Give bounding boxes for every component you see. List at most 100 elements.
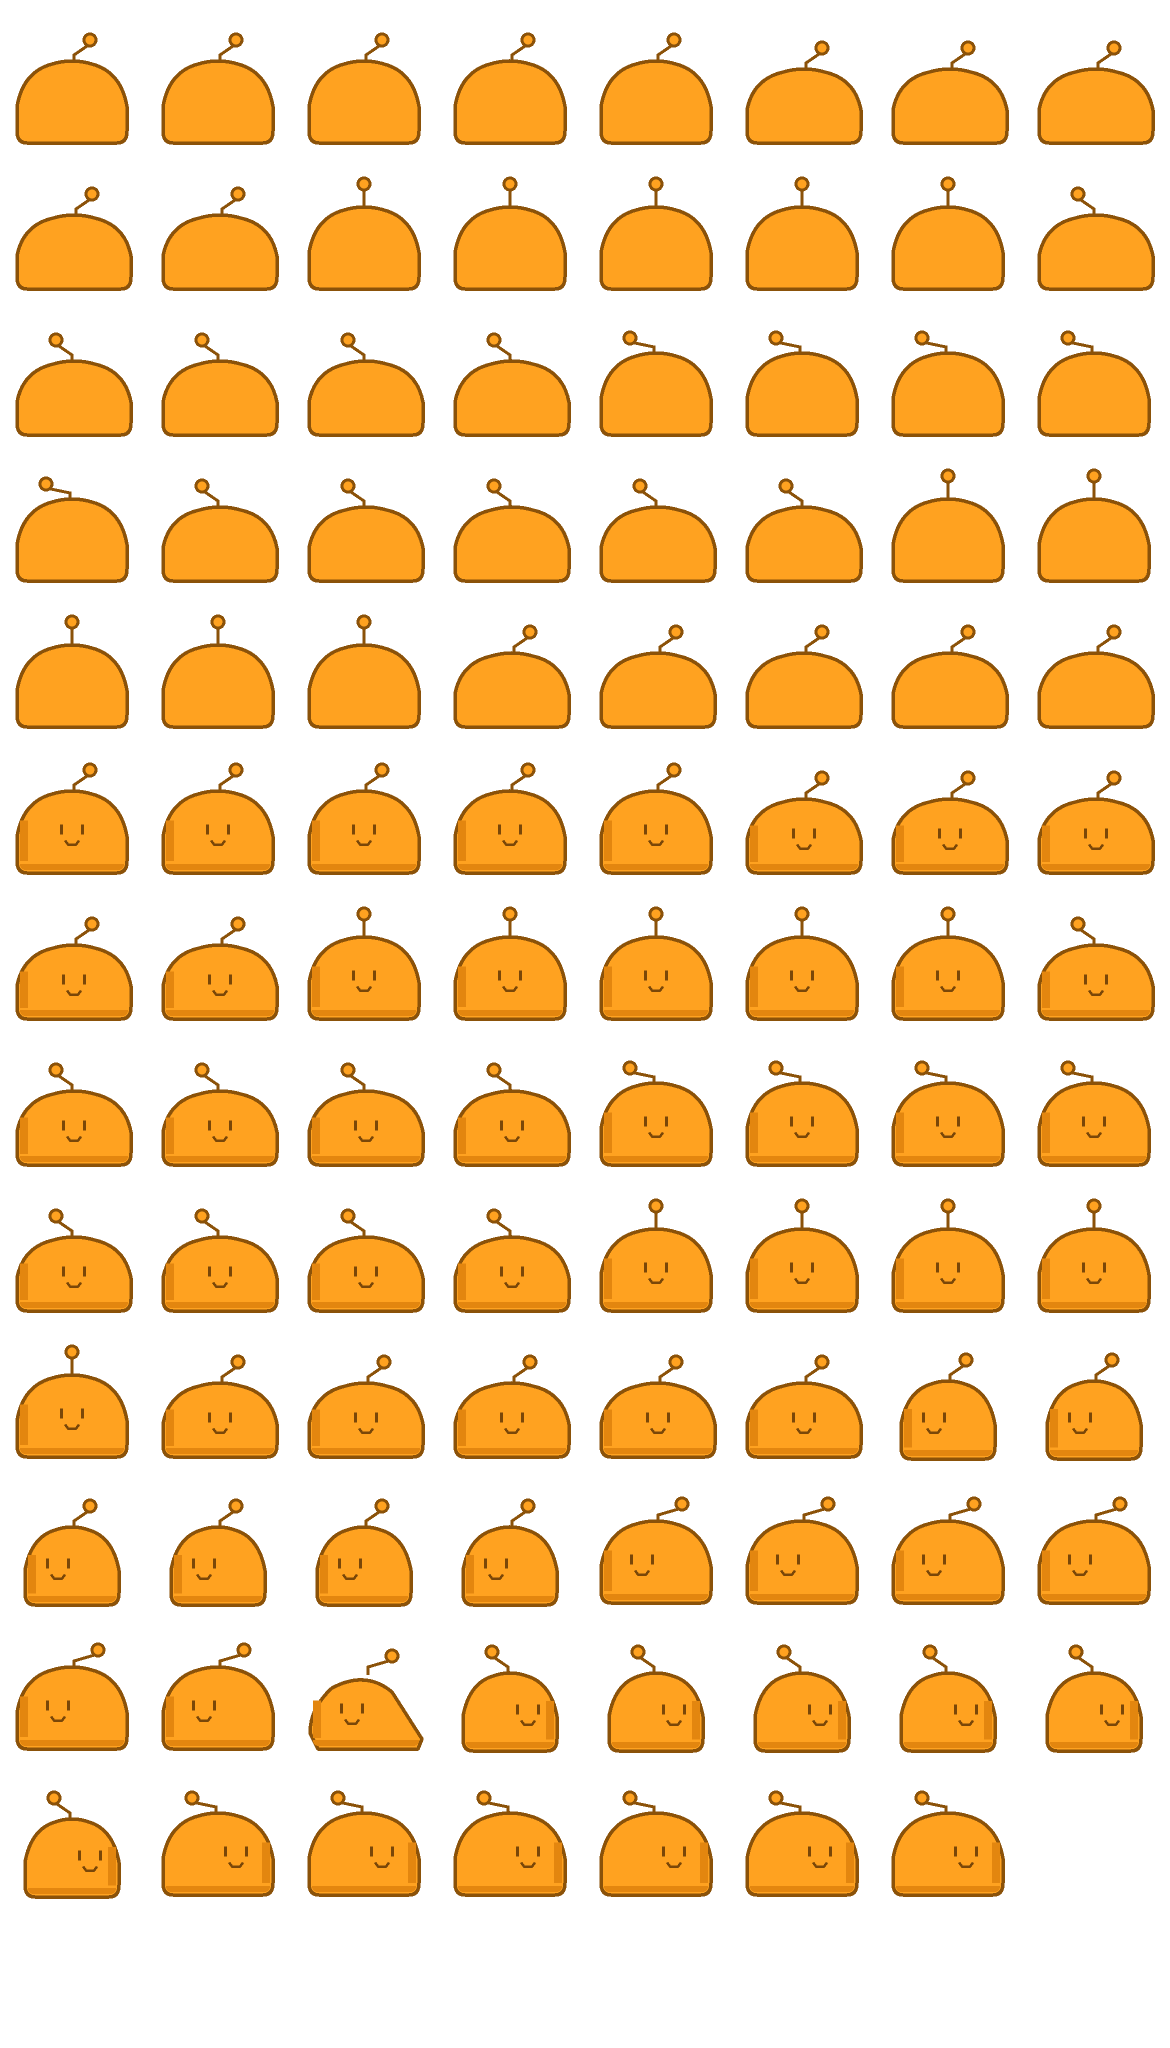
sprite-frame [730, 1606, 876, 1753]
sprite-frame [876, 438, 1022, 584]
slime-body [307, 59, 421, 145]
mouth [82, 1865, 98, 1872]
sprite-frame [146, 0, 292, 146]
slime-shadow [1050, 1742, 1138, 1748]
slime-shadow [312, 1886, 416, 1892]
slime-sprite-icon [753, 1644, 851, 1753]
slime-body [453, 1089, 571, 1167]
slime-sprite-icon [599, 32, 713, 145]
mouth [940, 1131, 956, 1138]
slime-shadow [896, 1010, 1000, 1016]
sprite-frame [438, 730, 584, 876]
antenna-bulb [966, 1496, 982, 1512]
slime-body [891, 1811, 1005, 1897]
slime-shadow [166, 1448, 274, 1454]
slime-sprite-icon [453, 478, 571, 583]
slime-body [15, 213, 133, 291]
antenna-bulb [622, 330, 638, 346]
eye-left [808, 1704, 811, 1715]
sprite-frame [1022, 584, 1168, 730]
antenna-bulb [194, 1208, 210, 1224]
antenna-bulb [768, 330, 784, 346]
slime-sprite-icon [161, 916, 279, 1021]
slime-side-shade [458, 966, 466, 1007]
eye-left [776, 1554, 779, 1565]
slime-side-shade [458, 1117, 466, 1155]
sprite-frame [0, 1022, 146, 1168]
eye-right [1103, 1116, 1106, 1127]
mouth [958, 1861, 974, 1868]
sprite-frame [438, 1314, 584, 1460]
slime-sprite-icon [15, 1344, 129, 1459]
sprite-frame [584, 1022, 730, 1168]
eye-left [644, 824, 647, 835]
sprite-frame [730, 584, 876, 730]
slime-side-shade [166, 1696, 174, 1737]
eye-left [208, 1266, 211, 1277]
slime-body [891, 935, 1005, 1021]
slime-sprite-icon [23, 1790, 121, 1899]
slime-body [599, 1811, 713, 1897]
antenna-bulb [814, 1354, 830, 1370]
slime-side-shade [604, 820, 612, 861]
sprite-frame [584, 0, 730, 146]
mouth [212, 989, 228, 996]
antenna-bulb [502, 906, 518, 922]
eye-right [943, 1554, 946, 1565]
slime-shadow [166, 1156, 274, 1162]
antenna-bulb [374, 762, 390, 778]
slime-body [453, 651, 571, 729]
slime-sprite-icon [1037, 1060, 1151, 1167]
sprite-frame [876, 292, 1022, 438]
antenna-bulb [668, 624, 684, 640]
slime-side-shade [904, 1408, 912, 1448]
antenna-bulb [622, 1790, 638, 1806]
slime-shadow [28, 1596, 116, 1602]
mouth [812, 1861, 828, 1868]
antenna-bulb [1086, 468, 1102, 484]
slime-shadow [904, 1742, 992, 1748]
mouth [648, 1277, 664, 1284]
slime-body [599, 1081, 713, 1167]
antenna-bulb [960, 770, 976, 786]
slime-sprite-icon [453, 1208, 571, 1313]
sprite-frame [438, 0, 584, 146]
slime-shadow [604, 1302, 708, 1308]
slime-side-shade [984, 1700, 992, 1740]
antenna-bulb [940, 468, 956, 484]
slime-side-shade [458, 820, 466, 861]
mouth [358, 1281, 374, 1288]
sprite-frame [438, 1168, 584, 1314]
sprite-frame [730, 876, 876, 1022]
slime-body [1037, 797, 1155, 875]
slime-shadow [458, 1156, 566, 1162]
slime-body [607, 1671, 705, 1753]
slime-body [15, 643, 129, 729]
slime-shadow [458, 1010, 562, 1016]
slime-shadow [312, 1156, 420, 1162]
slime-shadow [312, 1010, 416, 1016]
mouth [50, 1715, 66, 1722]
slime-shadow [1042, 1302, 1146, 1308]
slime-body [745, 935, 859, 1021]
eye-left [370, 1846, 373, 1857]
slime-side-shade [408, 1842, 416, 1883]
slime-side-shade [20, 971, 28, 1009]
antenna-bulb [648, 1198, 664, 1214]
antenna-bulb [374, 1498, 390, 1514]
slime-shadow [604, 1448, 712, 1454]
antenna-bulb [330, 1790, 346, 1806]
eye-right [373, 970, 376, 981]
eye-right [67, 1558, 70, 1569]
eye-left [498, 970, 501, 981]
slime-side-shade [750, 966, 758, 1007]
antenna-bulb [502, 176, 518, 192]
antenna-bulb [184, 1790, 200, 1806]
slime-side-shade [312, 1117, 320, 1155]
antenna-bulb [476, 1790, 492, 1806]
sprite-frame [1022, 1606, 1168, 1753]
slime-body [599, 935, 713, 1021]
slime-sprite-icon [891, 468, 1005, 583]
antenna-bulb [1104, 1352, 1120, 1368]
slime-sprite-icon [15, 186, 133, 291]
